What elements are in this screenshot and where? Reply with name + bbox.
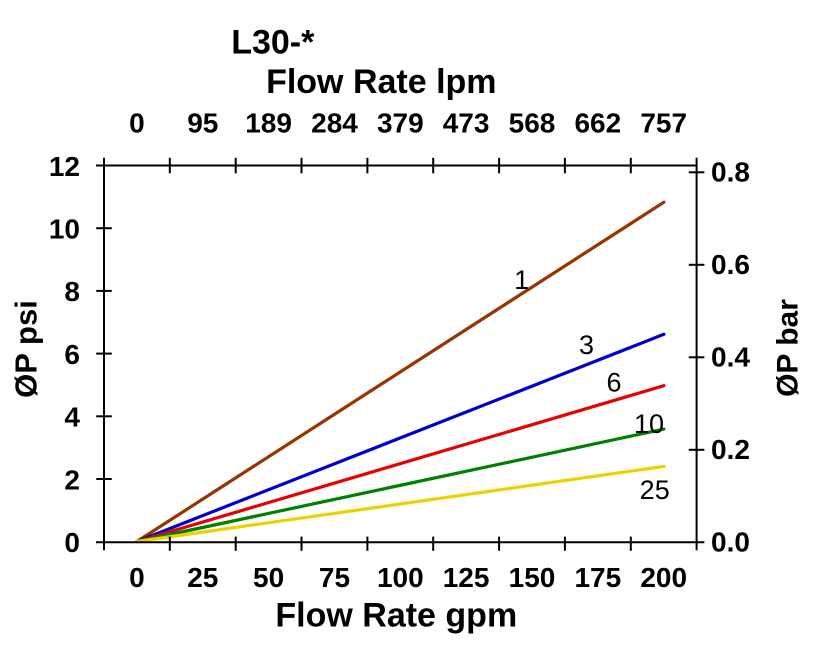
svg-text:1: 1 <box>514 265 529 295</box>
svg-text:200: 200 <box>640 562 687 593</box>
svg-text:3: 3 <box>579 330 594 360</box>
svg-text:6: 6 <box>606 367 621 397</box>
svg-text:6: 6 <box>64 339 80 370</box>
svg-text:125: 125 <box>443 562 490 593</box>
svg-text:568: 568 <box>509 108 556 139</box>
svg-text:8: 8 <box>64 276 80 307</box>
svg-text:2: 2 <box>64 464 80 495</box>
svg-text:25: 25 <box>187 562 218 593</box>
svg-text:473: 473 <box>443 108 490 139</box>
svg-text:175: 175 <box>574 562 621 593</box>
svg-text:L30-*: L30-* <box>231 24 315 62</box>
svg-text:0.0: 0.0 <box>711 526 750 557</box>
svg-text:ØP bar: ØP bar <box>772 299 805 397</box>
svg-text:0.2: 0.2 <box>711 434 750 465</box>
svg-text:12: 12 <box>49 151 80 182</box>
svg-text:25: 25 <box>640 475 670 505</box>
svg-text:ØP psi: ØP psi <box>9 300 44 398</box>
svg-text:757: 757 <box>640 108 687 139</box>
svg-text:10: 10 <box>634 409 664 439</box>
svg-text:150: 150 <box>509 562 556 593</box>
svg-text:50: 50 <box>253 562 284 593</box>
svg-text:379: 379 <box>377 108 424 139</box>
svg-text:100: 100 <box>377 562 424 593</box>
svg-text:75: 75 <box>319 562 350 593</box>
svg-text:Flow Rate gpm: Flow Rate gpm <box>275 597 517 635</box>
svg-text:0.4: 0.4 <box>711 341 750 372</box>
svg-text:0: 0 <box>129 562 145 593</box>
svg-text:0: 0 <box>129 108 145 139</box>
svg-text:284: 284 <box>311 108 358 139</box>
svg-text:662: 662 <box>574 108 621 139</box>
svg-text:0.8: 0.8 <box>711 156 750 187</box>
svg-text:Flow Rate lpm: Flow Rate lpm <box>266 63 496 101</box>
svg-text:0.6: 0.6 <box>711 249 750 280</box>
svg-text:189: 189 <box>245 108 292 139</box>
svg-text:4: 4 <box>64 402 80 433</box>
svg-text:95: 95 <box>187 108 218 139</box>
svg-text:0: 0 <box>64 527 80 558</box>
svg-text:10: 10 <box>49 214 80 245</box>
